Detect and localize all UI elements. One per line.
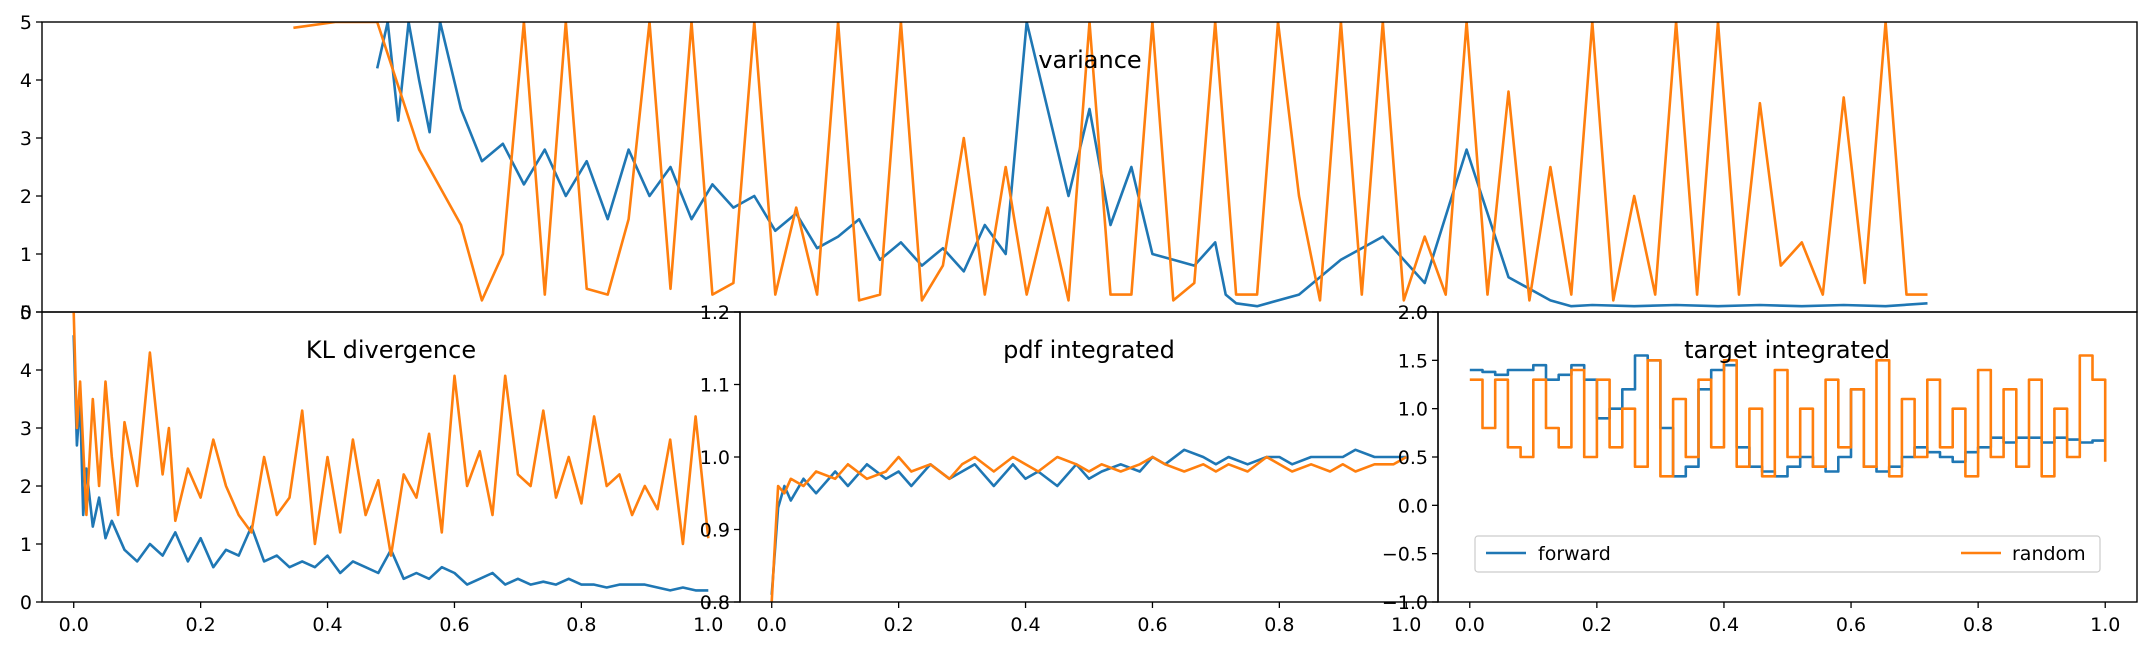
- kl-x-tick-label: 0.4: [312, 614, 342, 636]
- kl-y-tick-label: 1: [20, 534, 32, 556]
- variance-y-tick-label: 1: [20, 244, 32, 266]
- target-y-tick-label: −0.5: [1382, 544, 1428, 566]
- target-y-tick-label: 0.5: [1398, 447, 1428, 469]
- pdf-x-tick-label: 1.0: [1391, 614, 1421, 636]
- pdf-x-tick-label: 0.4: [1010, 614, 1040, 636]
- variance-y-tick-label: 0: [20, 302, 32, 324]
- pdf-x-tick-label: 0.0: [757, 614, 787, 636]
- kl-forward-series-line: [72, 335, 709, 592]
- variance-y-tick-label: 3: [20, 128, 32, 150]
- target-y-tick-label: −1.0: [1382, 592, 1428, 614]
- variance-y-tick-label: 2: [20, 186, 32, 208]
- variance-title: variance: [1038, 46, 1141, 74]
- pdf-x-tick-label: 0.2: [884, 614, 914, 636]
- target-y-tick-label: 1.0: [1398, 399, 1428, 421]
- target-x-tick-label: 0.4: [1709, 614, 1739, 636]
- variance-y-tick-label: 5: [20, 12, 32, 34]
- target-x-tick-label: 0.8: [1963, 614, 1993, 636]
- target-integrated-panel: target integrated forward random −1.0 −0.…: [1382, 302, 2138, 636]
- variance-random-series-line: [293, 22, 1928, 302]
- target-x-tick-label: 0.0: [1455, 614, 1485, 636]
- pdf-y-tick-label: 1.2: [700, 302, 730, 324]
- pdf-y-tick-label: 0.8: [700, 592, 730, 614]
- variance-y-tick-label: 4: [20, 70, 32, 92]
- kl-y-tick-label: 5: [20, 302, 32, 324]
- kl-y-tick-label: 2: [20, 476, 32, 498]
- target-x-tick-label: 0.6: [1836, 614, 1866, 636]
- variance-panel: variance 0 1 2 3 4 5: [20, 12, 2138, 324]
- target-y-tick-label: 1.5: [1398, 350, 1428, 372]
- pdf-y-tick-label: 1.0: [700, 447, 730, 469]
- pdf-integrated-title: pdf integrated: [1003, 336, 1175, 364]
- kl-random-series-line: [72, 312, 710, 557]
- target-x-tick-label: 1.0: [2090, 614, 2120, 636]
- target-y-tick-label: 0.0: [1398, 495, 1428, 517]
- kl-x-tick-label: 0.0: [59, 614, 89, 636]
- kl-y-tick-label: 3: [20, 418, 32, 440]
- target-x-tick-label: 0.2: [1582, 614, 1612, 636]
- target-random-series-line: [1469, 354, 2107, 478]
- kl-x-tick-label: 0.2: [186, 614, 216, 636]
- kl-divergence-title: KL divergence: [306, 336, 476, 364]
- legend: forward random: [1474, 535, 2101, 573]
- pdf-x-tick-label: 0.6: [1137, 614, 1167, 636]
- legend-forward-label: forward: [1538, 543, 1611, 565]
- pdf-random-series-line: [770, 455, 1407, 602]
- kl-x-tick-label: 0.8: [566, 614, 596, 636]
- kl-y-tick-label: 4: [20, 360, 32, 382]
- target-y-tick-label: 2.0: [1398, 302, 1428, 324]
- target-integrated-title: target integrated: [1684, 336, 1890, 364]
- pdf-y-tick-label: 0.9: [700, 520, 730, 542]
- pdf-y-tick-label: 1.1: [700, 375, 730, 397]
- pdf-integrated-panel: pdf integrated 0.8 0.9 1.0 1.1 1.2 0.0 0.2 0.4 0…: [700, 302, 1439, 636]
- legend-box: [1474, 535, 2101, 573]
- kl-y-tick-label: 0: [20, 592, 32, 614]
- kl-x-tick-label: 1.0: [693, 614, 723, 636]
- kl-x-tick-label: 0.6: [439, 614, 469, 636]
- legend-random-label: random: [2012, 543, 2086, 565]
- pdf-x-tick-label: 0.8: [1264, 614, 1294, 636]
